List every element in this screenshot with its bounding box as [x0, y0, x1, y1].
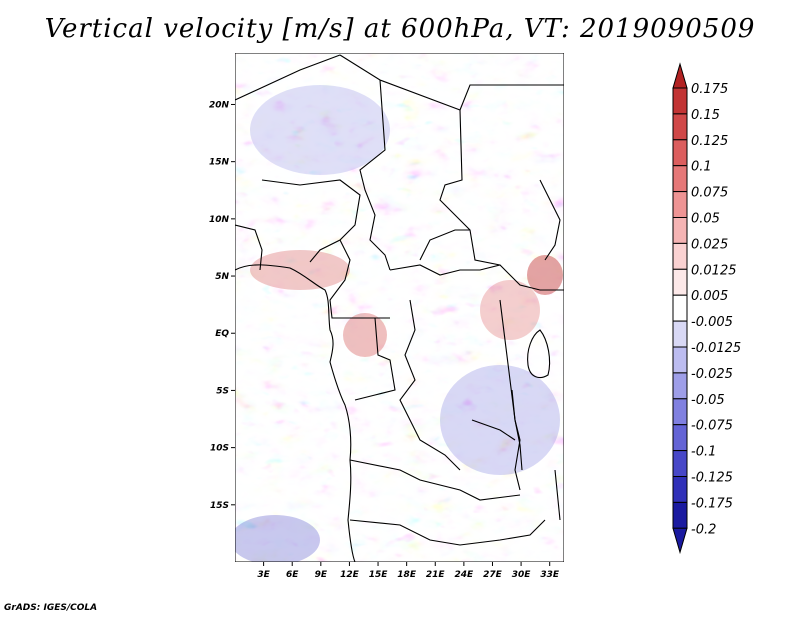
cameroon-border [329, 239, 390, 319]
colorbar-swatch [672, 450, 688, 478]
colorbar-label: -0.05 [691, 393, 725, 408]
y-tick-label: 5S [216, 386, 229, 396]
colorbar-label: -0.1 [691, 445, 716, 460]
colorbar-label: -0.125 [691, 471, 733, 486]
lake-malawi [554, 469, 561, 521]
x-tick-label: 18E [397, 570, 417, 580]
colorbar-label: 0.175 [691, 82, 728, 97]
y-tick-label: EQ [215, 329, 229, 339]
colorbar-label: -0.175 [691, 496, 733, 511]
colorbar-label: 0.005 [691, 289, 728, 304]
atlantic-coastline [235, 264, 356, 562]
nigeria-niger-border [261, 179, 361, 263]
lake-tanganyika [511, 389, 523, 471]
colorbar-max-arrow [672, 62, 688, 89]
software-credit: GrADS: IGES/COLA [4, 603, 98, 613]
colorbar-swatch [672, 165, 688, 193]
x-axis: 3E 6E 9E 12E 15E 18E 21E 24E 27E 30E 33E [257, 562, 560, 580]
colorbar-swatch [672, 113, 688, 141]
y-tick-label: 15S [210, 501, 229, 511]
colorbar-swatch [672, 242, 688, 270]
benin-border [235, 224, 263, 271]
colorbar-swatch [672, 217, 688, 244]
niger-chad-border [359, 79, 391, 271]
colorbar-swatch [672, 501, 688, 529]
angola-zambia-border [349, 459, 521, 501]
x-tick-label: 15E [369, 570, 389, 580]
colorbar-swatch [672, 476, 688, 503]
colorbar-swatch [672, 372, 688, 400]
colorbar-label: 0.025 [691, 237, 728, 252]
drc-west-border [399, 299, 461, 471]
x-tick-label: 24E [455, 570, 475, 580]
map-plot-area [235, 53, 564, 562]
egypt-sudan-border [459, 84, 564, 111]
y-tick-label: 10S [210, 444, 229, 454]
congo-border [354, 317, 396, 401]
sinking-region-south [235, 515, 320, 562]
x-tick-label: 21E [426, 570, 446, 580]
eritrea-ethiopia-border [539, 179, 561, 261]
x-tick-label: 33E [540, 570, 560, 580]
y-tick-label: 10N [209, 215, 230, 225]
colorbar-label: -0.0125 [691, 341, 741, 356]
colorbar-swatch [672, 139, 688, 167]
colorbar-swatch [672, 320, 688, 348]
colorbar-swatch [672, 346, 688, 374]
colorbar: 0.175 0.15 0.125 0.1 0.075 0.05 0.025 0.0125 0.0… [672, 62, 741, 555]
x-tick-label: 27E [483, 570, 503, 580]
colorbar-label: 0.05 [691, 212, 720, 227]
colorbar-label: -0.025 [691, 367, 733, 382]
namibia-zambia-border [349, 519, 546, 546]
colorbar-swatch [672, 424, 688, 452]
colorbar-swatch [672, 268, 688, 296]
y-tick-label: 15N [209, 158, 230, 168]
x-tick-label: 12E [340, 570, 360, 580]
rising-region-west [250, 250, 350, 290]
colorbar-swatch [672, 294, 688, 322]
x-tick-label: 3E [257, 570, 270, 580]
colorbar-swatch [672, 398, 688, 426]
colorbar-label: 0.1 [691, 160, 712, 175]
colorbar-min-arrow [672, 527, 688, 555]
car-south-sudan-border [389, 264, 564, 291]
colorbar-label: 0.075 [691, 186, 728, 201]
colorbar-swatch [672, 87, 688, 115]
sinking-region-north [250, 85, 390, 175]
y-axis: 20N 15N 10N 5N EQ 5S 10S 15S [209, 100, 235, 511]
rising-region-congo [343, 313, 387, 357]
x-tick-label: 30E [512, 570, 532, 580]
libya-chad-border [235, 54, 501, 266]
chad-sudan-border [419, 229, 470, 261]
colorbar-label: -0.005 [691, 315, 733, 330]
drc-zambia-border [471, 419, 516, 441]
colorbar-label: 0.0125 [691, 263, 737, 278]
rising-region-lakes [480, 280, 540, 340]
lake-victoria [527, 329, 551, 379]
country-borders [235, 54, 564, 562]
rising-region-ethiopia [527, 255, 563, 295]
sinking-region-east [440, 365, 560, 475]
velocity-field [235, 53, 564, 562]
colorbar-label: 0.125 [691, 134, 728, 149]
y-tick-label: 5N [215, 272, 229, 282]
x-tick-label: 6E [286, 570, 299, 580]
chart-title: Vertical velocity [m/s] at 600hPa, VT: 2… [44, 14, 756, 44]
colorbar-swatch [672, 191, 688, 219]
colorbar-label: 0.15 [691, 108, 720, 123]
x-tick-label: 9E [315, 570, 328, 580]
y-tick-label: 20N [209, 100, 230, 110]
colorbar-label: -0.2 [691, 522, 716, 537]
colorbar-label: -0.075 [691, 419, 733, 434]
